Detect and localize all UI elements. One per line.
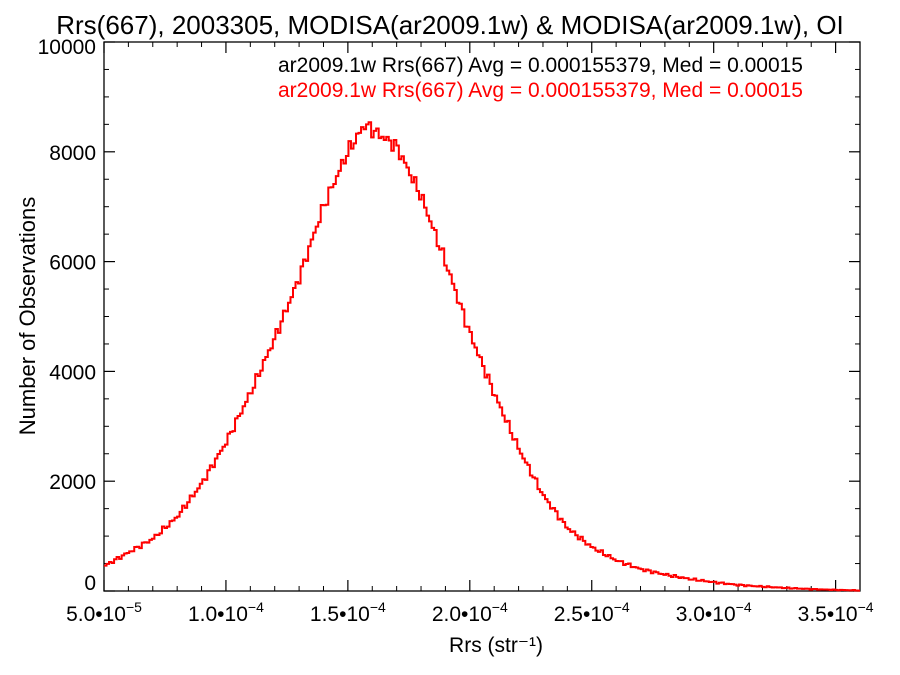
y-tick-label: 10000 <box>38 36 96 59</box>
x-tick-mantissa: 2.0•10 <box>432 603 492 626</box>
x-tick-label: 3.5•10−4 <box>798 599 874 626</box>
x-tick-exponent: −4 <box>614 599 630 615</box>
x-axis-label-text: Rrs (str⁻¹) <box>449 634 543 657</box>
plot-frame <box>103 41 861 592</box>
y-tick-label: 2000 <box>49 471 96 494</box>
x-tick-exponent: −4 <box>248 599 264 615</box>
x-tick-label: 2.0•10−4 <box>432 599 508 626</box>
y-tick-label: 8000 <box>49 142 96 165</box>
series-layer <box>104 121 860 592</box>
x-tick-label: 1.0•10−4 <box>188 599 264 626</box>
x-axis: 5.0•10−5 1.0•10−4 1.5•10−4 2.0•10−4 2.5•10−4… <box>66 42 874 626</box>
x-tick-label: 5.0•10−5 <box>66 599 142 626</box>
legend-entry-2: ar2009.1w Rrs(667) Avg = 0.000155379, Me… <box>278 79 803 102</box>
y-tick-label: 4000 <box>49 361 96 384</box>
legend: ar2009.1w Rrs(667) Avg = 0.000155379, Me… <box>278 54 803 102</box>
x-tick-mantissa: 1.0•10 <box>188 603 248 626</box>
x-tick-mantissa: 5.0•10 <box>66 603 126 626</box>
x-tick-label: 2.5•10−4 <box>554 599 630 626</box>
x-tick-exponent: −5 <box>126 599 142 615</box>
x-tick-exponent: −4 <box>370 599 386 615</box>
y-tick-label: 0 <box>84 572 96 595</box>
x-tick-mantissa: 2.5•10 <box>554 603 614 626</box>
x-tick-label: 3.0•10−4 <box>676 599 752 626</box>
x-tick-exponent: −4 <box>736 599 752 615</box>
chart-title: Rrs(667), 2003305, MODISA(ar2009.1w) & M… <box>56 10 844 40</box>
x-axis-label: Rrs (str⁻¹) <box>449 634 543 657</box>
legend-entry-1: ar2009.1w Rrs(667) Avg = 0.000155379, Me… <box>278 54 803 77</box>
x-tick-exponent: −4 <box>858 599 874 615</box>
x-tick-mantissa: 1.5•10 <box>310 603 370 626</box>
x-tick-exponent: −4 <box>492 599 508 615</box>
series-line-ar2009-1w-red <box>104 121 860 592</box>
x-tick-label: 1.5•10−4 <box>310 599 386 626</box>
y-tick-label: 6000 <box>49 252 96 275</box>
y-axis-label: Number of Observations <box>15 197 40 435</box>
y-axis: 0 2000 4000 6000 8000 10000 <box>38 36 860 595</box>
x-tick-mantissa: 3.0•10 <box>676 603 736 626</box>
x-tick-mantissa: 3.5•10 <box>798 603 858 626</box>
